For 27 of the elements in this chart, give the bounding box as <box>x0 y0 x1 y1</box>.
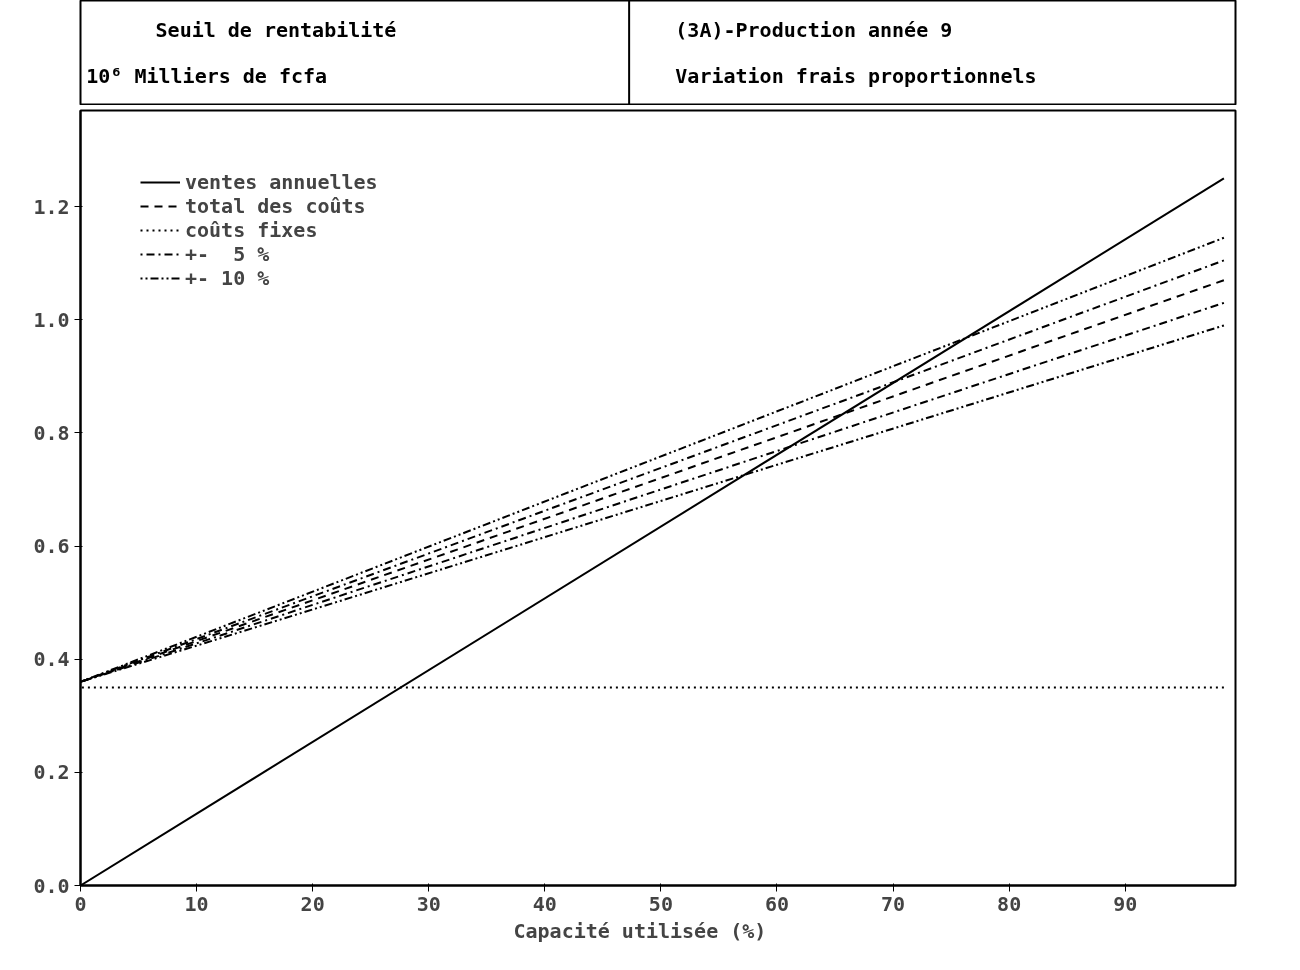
legend-label: ventes annuelles <box>185 170 378 194</box>
x-tick-label: 80 <box>997 891 1022 916</box>
x-tick-label: 90 <box>1113 891 1138 916</box>
legend-label: coûts fixes <box>185 218 318 242</box>
x-tick-label: 60 <box>764 891 790 916</box>
legend-label: +- 5 % <box>185 242 270 266</box>
y-axis-title: 10⁶ Milliers de fcfa <box>86 64 328 89</box>
y-tick-label: 1.0 <box>33 307 70 332</box>
x-tick-label: 0 <box>74 891 87 916</box>
x-tick-label: 30 <box>416 891 441 916</box>
x-tick-label: 10 <box>184 891 209 916</box>
y-tick-label: 0.4 <box>33 647 70 672</box>
y-tick-label: 1.2 <box>33 194 70 219</box>
y-tick-label: 0.8 <box>33 420 70 445</box>
x-tick-label: 70 <box>881 891 906 916</box>
x-tick-label: 20 <box>300 891 325 916</box>
legend-label: total des coûts <box>185 194 366 218</box>
x-tick-label: 40 <box>532 891 557 916</box>
y-tick-label: 0.2 <box>33 760 70 785</box>
y-tick-label: 0.6 <box>33 534 70 559</box>
text: Variation frais proportionnels <box>675 64 1037 89</box>
chart-title: Seuil de rentabilité <box>155 17 397 42</box>
chart-subtitle: (3A)-Production année 9 <box>675 17 953 42</box>
x-axis-title: Capacité utilisée (%) <box>513 918 767 943</box>
y-tick-label: 0.0 <box>33 873 70 898</box>
legend-label: +- 10 % <box>185 266 270 290</box>
x-tick-label: 50 <box>648 891 673 916</box>
